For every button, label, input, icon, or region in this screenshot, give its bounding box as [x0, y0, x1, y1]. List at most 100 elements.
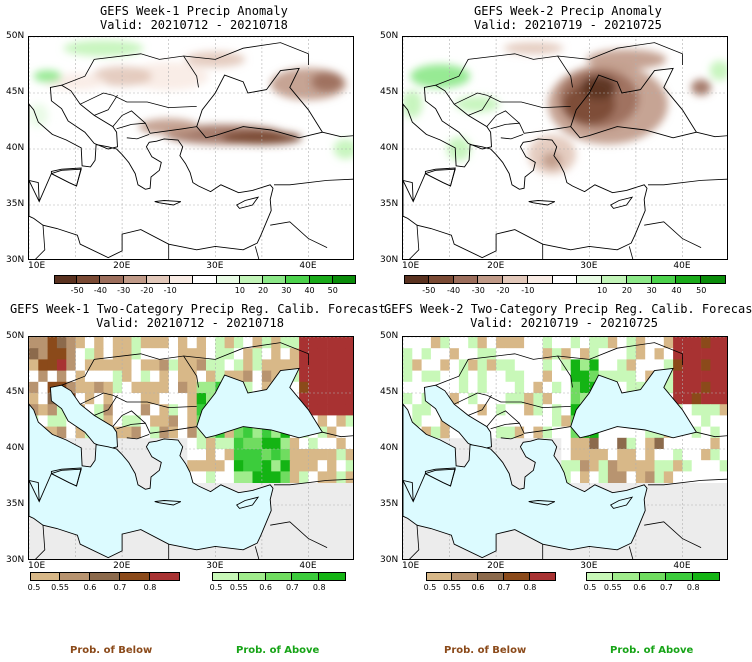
probability-cell	[449, 393, 460, 405]
probability-cell	[691, 393, 702, 405]
colorbar-tick-label: 0.6	[259, 583, 272, 592]
probability-cell	[440, 370, 450, 383]
probability-cell	[112, 426, 123, 439]
probability-cell	[327, 348, 337, 360]
anomaly-colorbar-week1: -50 -40 -30 -20 -10 10 20 30 40 50	[54, 275, 356, 297]
colorbar-segment	[238, 572, 266, 581]
colorbar-segment	[286, 275, 310, 284]
lon-label: 40E	[299, 561, 317, 571]
country-border	[274, 178, 353, 186]
probability-cell	[47, 426, 58, 439]
coastline	[570, 367, 698, 439]
lat-label: 35N	[380, 199, 399, 209]
country-border	[126, 134, 150, 140]
probability-cell	[635, 359, 646, 371]
probability-cell	[56, 359, 67, 371]
probability-cell	[261, 437, 272, 450]
lat-label: 30N	[380, 255, 399, 265]
probability-cell	[626, 381, 637, 394]
week2-anomaly-map	[402, 36, 728, 260]
colorbar-tick-label: 0.8	[143, 583, 157, 592]
country-border	[183, 342, 309, 365]
probability-cell	[336, 393, 347, 405]
probability-cell	[645, 460, 655, 472]
probability-cell	[159, 370, 170, 383]
probability-cell	[131, 415, 142, 427]
probability-cell	[299, 348, 309, 360]
probability-cell	[524, 415, 534, 427]
probability-cell	[168, 381, 179, 394]
probability-cell	[308, 359, 319, 371]
probability-cell	[542, 359, 553, 371]
country-border	[648, 478, 727, 486]
probability-cell	[243, 359, 253, 371]
country-border	[254, 246, 260, 259]
probability-cell	[533, 359, 544, 371]
probability-cell	[514, 337, 525, 349]
lat-label: 45N	[380, 87, 399, 97]
probability-cell	[570, 381, 581, 394]
probability-cell	[561, 348, 571, 360]
probability-cell	[271, 337, 281, 349]
probability-cell	[159, 348, 170, 360]
probability-cell	[243, 471, 253, 483]
probability-cell	[345, 404, 353, 416]
probability-cell	[635, 460, 646, 472]
probability-cell	[430, 370, 441, 383]
anomaly-blob	[311, 71, 344, 92]
probability-cell	[122, 381, 132, 394]
probability-cell	[252, 370, 263, 383]
probability-cell	[486, 359, 497, 371]
probability-cell	[635, 370, 646, 383]
lat-label: 35N	[380, 499, 399, 509]
probability-cell	[710, 370, 721, 383]
probability-cell	[178, 381, 188, 394]
lat-label: 50N	[6, 31, 25, 41]
probability-cell	[243, 348, 253, 360]
probability-cell	[673, 393, 683, 405]
country-border	[112, 410, 146, 427]
probability-cell	[308, 348, 319, 360]
probability-cell	[458, 359, 469, 371]
probability-cell	[477, 359, 488, 371]
map4-svg	[403, 337, 727, 559]
colorbar-tick-label: 40	[304, 286, 315, 295]
probability-cell	[233, 437, 244, 450]
probability-cell	[589, 471, 599, 483]
country-border	[126, 434, 150, 440]
probability-cell	[327, 426, 337, 439]
probability-cell	[47, 359, 58, 371]
probability-cell	[691, 381, 702, 394]
colorbar-tick-label: 0.6	[633, 583, 646, 592]
colorbar-segment	[54, 275, 78, 284]
probability-cell	[533, 426, 544, 439]
footer-below-label-week1: Prob. of Below	[70, 645, 153, 656]
probability-cell	[84, 348, 95, 360]
colorbar-segment	[265, 572, 293, 581]
probability-cell	[345, 359, 353, 371]
probability-cell	[710, 415, 721, 427]
probability-cell	[496, 404, 506, 416]
probability-cell	[75, 370, 86, 383]
probability-cell	[617, 348, 627, 360]
probability-cell	[178, 426, 188, 439]
footer-above-label-week2: Prob. of Above	[610, 645, 694, 656]
country-border	[435, 53, 573, 88]
probability-cell	[635, 471, 646, 483]
probability-cell	[617, 381, 627, 394]
probability-cell	[412, 370, 422, 383]
probability-cell	[29, 337, 39, 349]
probability-cell	[403, 337, 413, 349]
probability-cell	[589, 359, 599, 371]
probability-cell	[505, 426, 516, 439]
probability-cell	[542, 381, 553, 394]
probability-cell	[645, 337, 655, 349]
probability-cell	[327, 359, 337, 371]
probability-cell	[187, 437, 197, 450]
probability-cell	[663, 348, 674, 360]
probability-cell	[196, 393, 207, 405]
coastline	[29, 403, 274, 559]
probability-cell	[561, 437, 571, 450]
country-border	[94, 94, 118, 116]
probability-cell	[47, 370, 58, 383]
